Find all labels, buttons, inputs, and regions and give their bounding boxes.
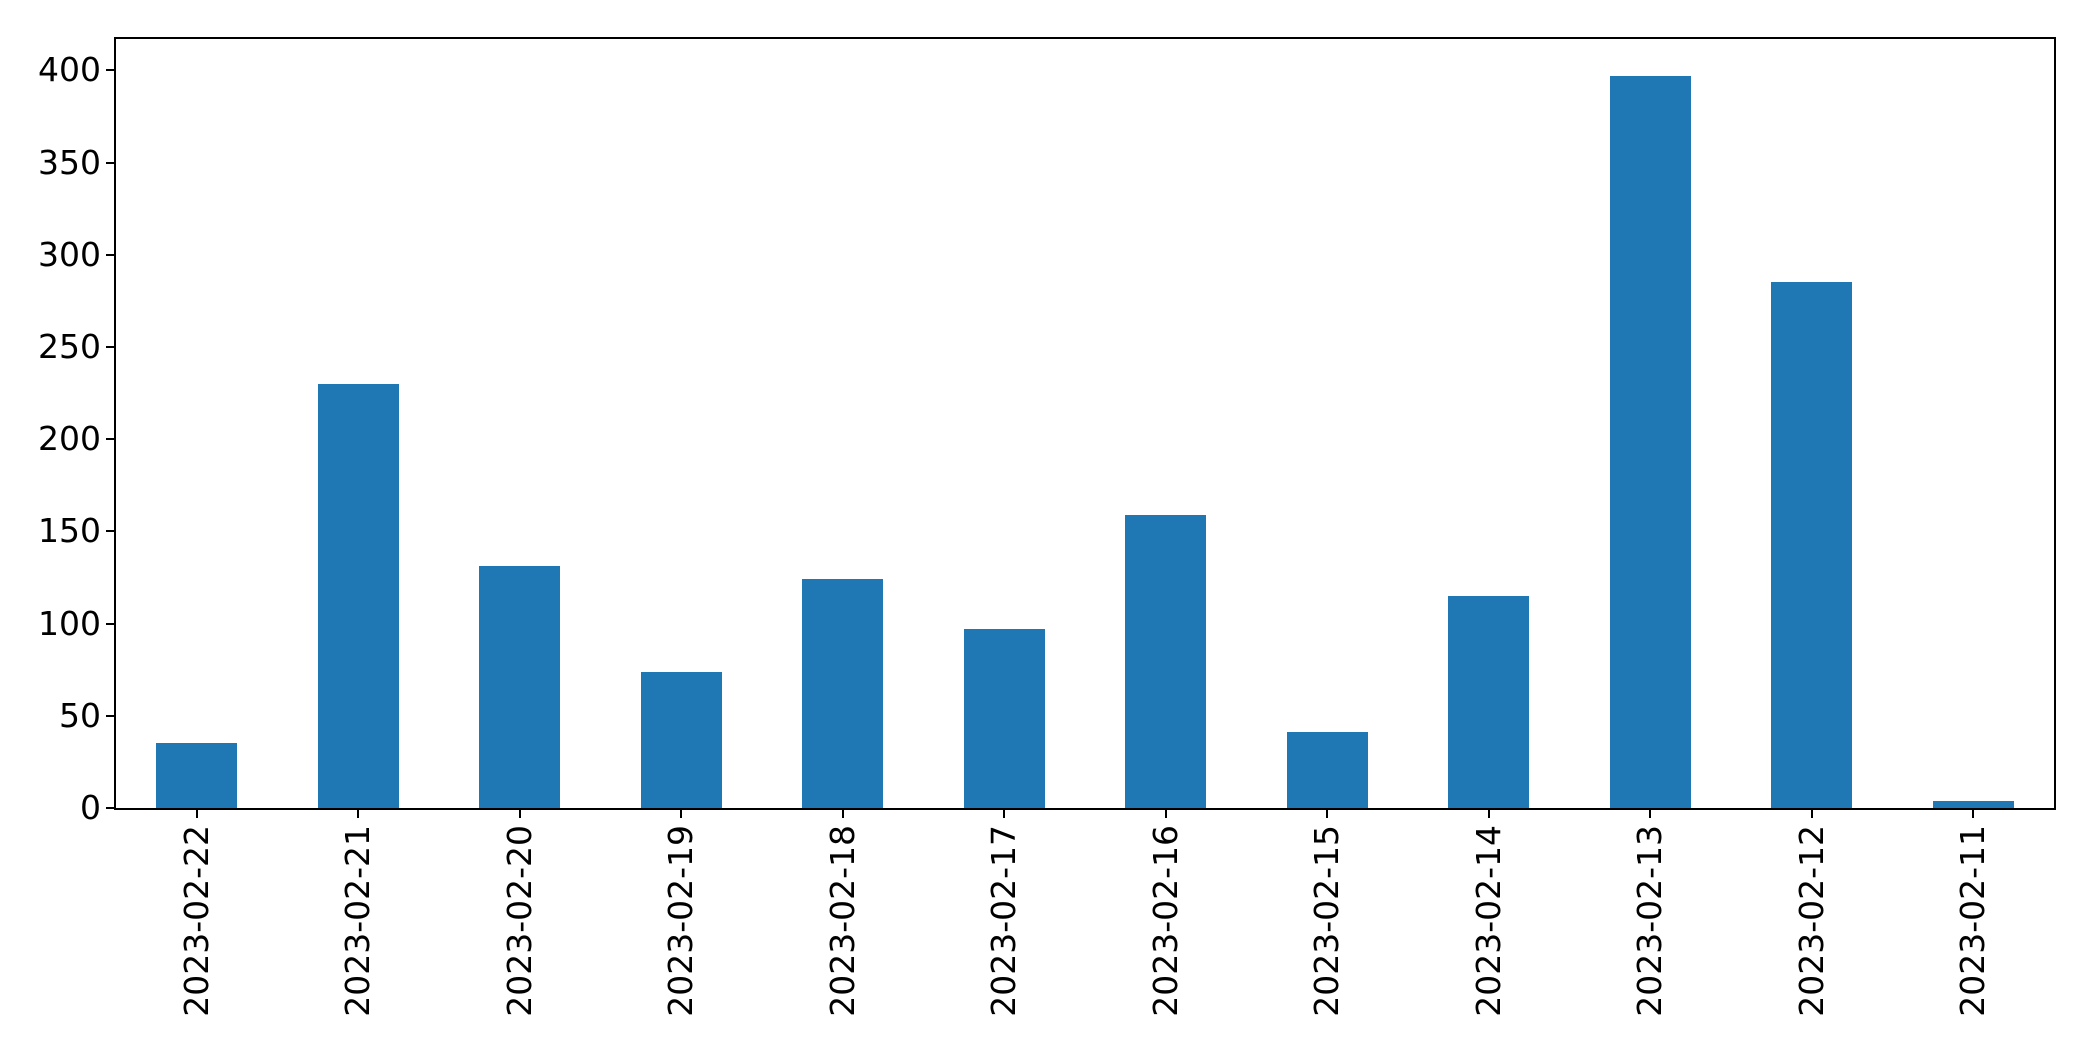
x-tick-label: 2023-02-17 (984, 825, 1024, 1017)
x-tick (1810, 810, 1813, 818)
bar (963, 629, 1045, 808)
y-tick-label: 50 (59, 695, 101, 735)
x-tick-label: 2023-02-13 (1630, 825, 1670, 1017)
x-tick (841, 810, 844, 818)
bar (1125, 514, 1207, 808)
x-tick (1164, 810, 1167, 818)
y-tick (106, 807, 116, 809)
x-tick (680, 810, 683, 818)
y-tick (106, 161, 116, 164)
y-tick-label: 400 (38, 50, 101, 90)
bar (1286, 732, 1368, 808)
x-tick (1487, 810, 1490, 818)
x-tick-label: 2023-02-11 (1953, 825, 1993, 1017)
bar (1771, 282, 1853, 808)
y-tick (106, 714, 116, 717)
y-tick-label: 300 (38, 234, 101, 274)
x-tick-label: 2023-02-14 (1468, 825, 1508, 1017)
x-tick-label: 2023-02-16 (1145, 825, 1185, 1017)
x-tick-label: 2023-02-21 (338, 825, 378, 1017)
x-tick (518, 810, 521, 818)
x-tick-label: 2023-02-18 (822, 825, 862, 1017)
y-tick (106, 622, 116, 625)
bar (802, 579, 884, 808)
y-tick-label: 250 (38, 326, 101, 366)
x-tick (1326, 810, 1329, 818)
y-tick-label: 200 (38, 419, 101, 459)
x-tick (1003, 810, 1006, 818)
y-tick (106, 253, 116, 256)
bar (317, 383, 399, 808)
y-tick-label: 0 (80, 788, 101, 827)
bar (1609, 75, 1691, 808)
x-tick-label: 2023-02-12 (1791, 825, 1831, 1017)
y-tick-label: 350 (38, 142, 101, 182)
x-tick (195, 810, 198, 818)
bar (156, 743, 238, 808)
x-tick (1972, 810, 1975, 818)
y-tick (106, 69, 116, 72)
y-tick (106, 438, 116, 441)
x-tick-label: 2023-02-19 (661, 825, 701, 1017)
plot-frame (114, 37, 2056, 810)
bar (640, 671, 722, 808)
x-tick (357, 810, 360, 818)
y-tick-label: 150 (38, 511, 101, 551)
y-tick (106, 345, 116, 348)
bar (1448, 595, 1530, 808)
x-tick-label: 2023-02-20 (499, 825, 539, 1017)
x-tick-label: 2023-02-15 (1307, 825, 1347, 1017)
y-tick (106, 530, 116, 533)
bar (1932, 800, 2014, 808)
bar (479, 566, 561, 808)
x-tick-label: 2023-02-22 (176, 825, 216, 1017)
x-tick (1649, 810, 1652, 818)
y-tick-label: 100 (38, 603, 101, 643)
